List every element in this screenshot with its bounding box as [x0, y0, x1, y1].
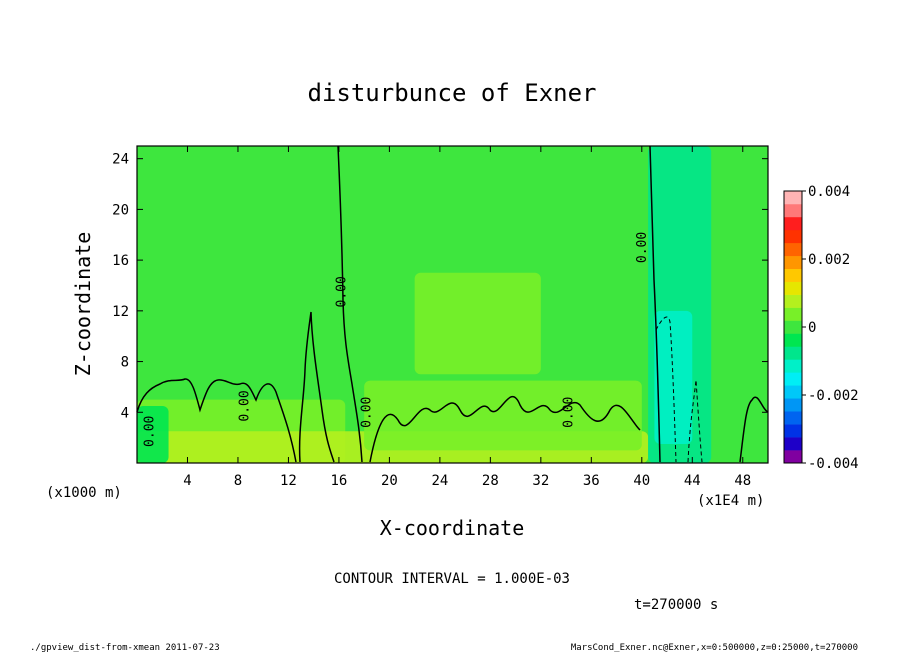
- colorbar-swatch: [784, 411, 802, 425]
- colorbar-tick-label: -0.004: [808, 456, 859, 472]
- colorbar-swatch: [784, 191, 802, 205]
- negative-contours: [655, 316, 703, 463]
- colorbar-swatch: [784, 320, 802, 334]
- colorbar-tick-label: 0.002: [808, 252, 850, 268]
- contour-line-x16: [337, 145, 363, 463]
- x-tick-label: 24: [431, 473, 448, 489]
- colorbar-swatch: [784, 385, 802, 399]
- x-tick-label: 20: [381, 473, 398, 489]
- colorbar-swatch: [784, 307, 802, 321]
- colorbar-swatch: [784, 216, 802, 231]
- colorbar-swatch: [784, 398, 802, 412]
- x-tick-label: 32: [532, 473, 549, 489]
- x-tick-label: 40: [633, 473, 650, 489]
- contour-line-neg-1: [655, 316, 677, 463]
- contour-label: 0.00: [562, 397, 577, 428]
- colorbar-swatch: [784, 333, 802, 347]
- x-tick-label: 16: [330, 473, 347, 489]
- x-tick-label: 36: [583, 473, 600, 489]
- contour-interval-text: CONTOUR INTERVAL = 1.000E-03: [334, 571, 570, 587]
- plot-area: 0.000.000.000.00 0.000.00 4 8 12 16 20 24 28 32 3…: [112, 145, 769, 489]
- contour-line-x40: [649, 145, 661, 463]
- colorbar-swatch: [784, 346, 802, 360]
- contour-line-middle: [369, 396, 641, 463]
- contour-label: 0.00: [237, 390, 252, 421]
- y-axis-label: Z-coordinate: [71, 232, 95, 377]
- contour-label: 0.00: [334, 276, 349, 307]
- colorbar-swatch: [784, 372, 802, 386]
- colorbar-swatch: [784, 359, 802, 373]
- footer-right: MarsCond_Exner.nc@Exner,x=0:500000,z=0:2…: [571, 643, 858, 653]
- time-text: t=270000 s: [634, 597, 718, 613]
- contour-label: 0.00: [360, 397, 375, 428]
- x-tick-label: 28: [482, 473, 499, 489]
- contour-line-left-west: [136, 378, 297, 463]
- colorbar-swatch: [784, 255, 802, 270]
- colorbar: 0.004 0.002 0 -0.002 -0.004: [783, 184, 859, 472]
- y-ticks: 4 8 12 16 20 24: [112, 152, 768, 421]
- colorbar-labels: 0.004 0.002 0 -0.002 -0.004: [802, 184, 859, 472]
- field-region-7: [137, 405, 169, 463]
- y-tick-label: 20: [112, 202, 129, 218]
- x-unit-label: (x1000 m): [46, 485, 122, 501]
- colorbar-tick-label: 0.004: [808, 184, 850, 200]
- colorbar-swatch: [784, 268, 802, 282]
- x-tick-label: 44: [684, 473, 701, 489]
- colorbar-swatch: [784, 437, 802, 451]
- colorbar-swatch: [784, 229, 802, 244]
- x-tick-label: 48: [734, 473, 751, 489]
- zero-contours: [136, 145, 769, 463]
- x-tick-label: 4: [183, 473, 191, 489]
- footer-left: ./gpview_dist-from-xmean 2011-07-23: [30, 643, 220, 653]
- colorbar-swatch: [784, 424, 802, 438]
- x-axis-label: X-coordinate: [380, 516, 525, 540]
- y-tick-label: 4: [121, 405, 129, 421]
- colorbar-tick-label: -0.002: [808, 388, 859, 404]
- y-tick-label: 8: [121, 355, 129, 371]
- field-regions: [137, 146, 768, 463]
- colorbar-swatch: [784, 294, 802, 308]
- y-tick-label: 24: [112, 152, 129, 168]
- colorbar-swatch: [784, 450, 802, 464]
- contour-label: 0.00: [143, 416, 158, 447]
- contour-line-neg-2: [687, 379, 703, 463]
- colorbar-tick-label: 0: [808, 320, 816, 336]
- contour-label: 0.00: [635, 232, 650, 263]
- colorbar-swatch: [784, 242, 802, 257]
- colorbar-swatch: [784, 281, 802, 295]
- field-region-3: [414, 272, 541, 375]
- field-region-4: [364, 380, 642, 451]
- contour-labels: 0.00 0.00 0.00 0.00 0.00 0.00: [143, 232, 650, 447]
- colorbar-swatch: [784, 203, 802, 218]
- contour-line-left-east: [298, 311, 335, 463]
- contour-line-right: [739, 396, 769, 463]
- x-tick-label: 12: [280, 473, 297, 489]
- y-tick-label: 12: [112, 304, 129, 320]
- x-ticks: 4 8 12 16 20 24 28 32 36 40 44 48: [183, 146, 751, 489]
- x-scale-label: (x1E4 m): [697, 493, 764, 509]
- plot-frame: [136, 145, 769, 464]
- y-tick-label: 16: [112, 253, 129, 269]
- chart-title: disturbunce of Exner: [308, 79, 597, 107]
- colorbar-swatches: [784, 191, 802, 464]
- x-tick-label: 8: [234, 473, 242, 489]
